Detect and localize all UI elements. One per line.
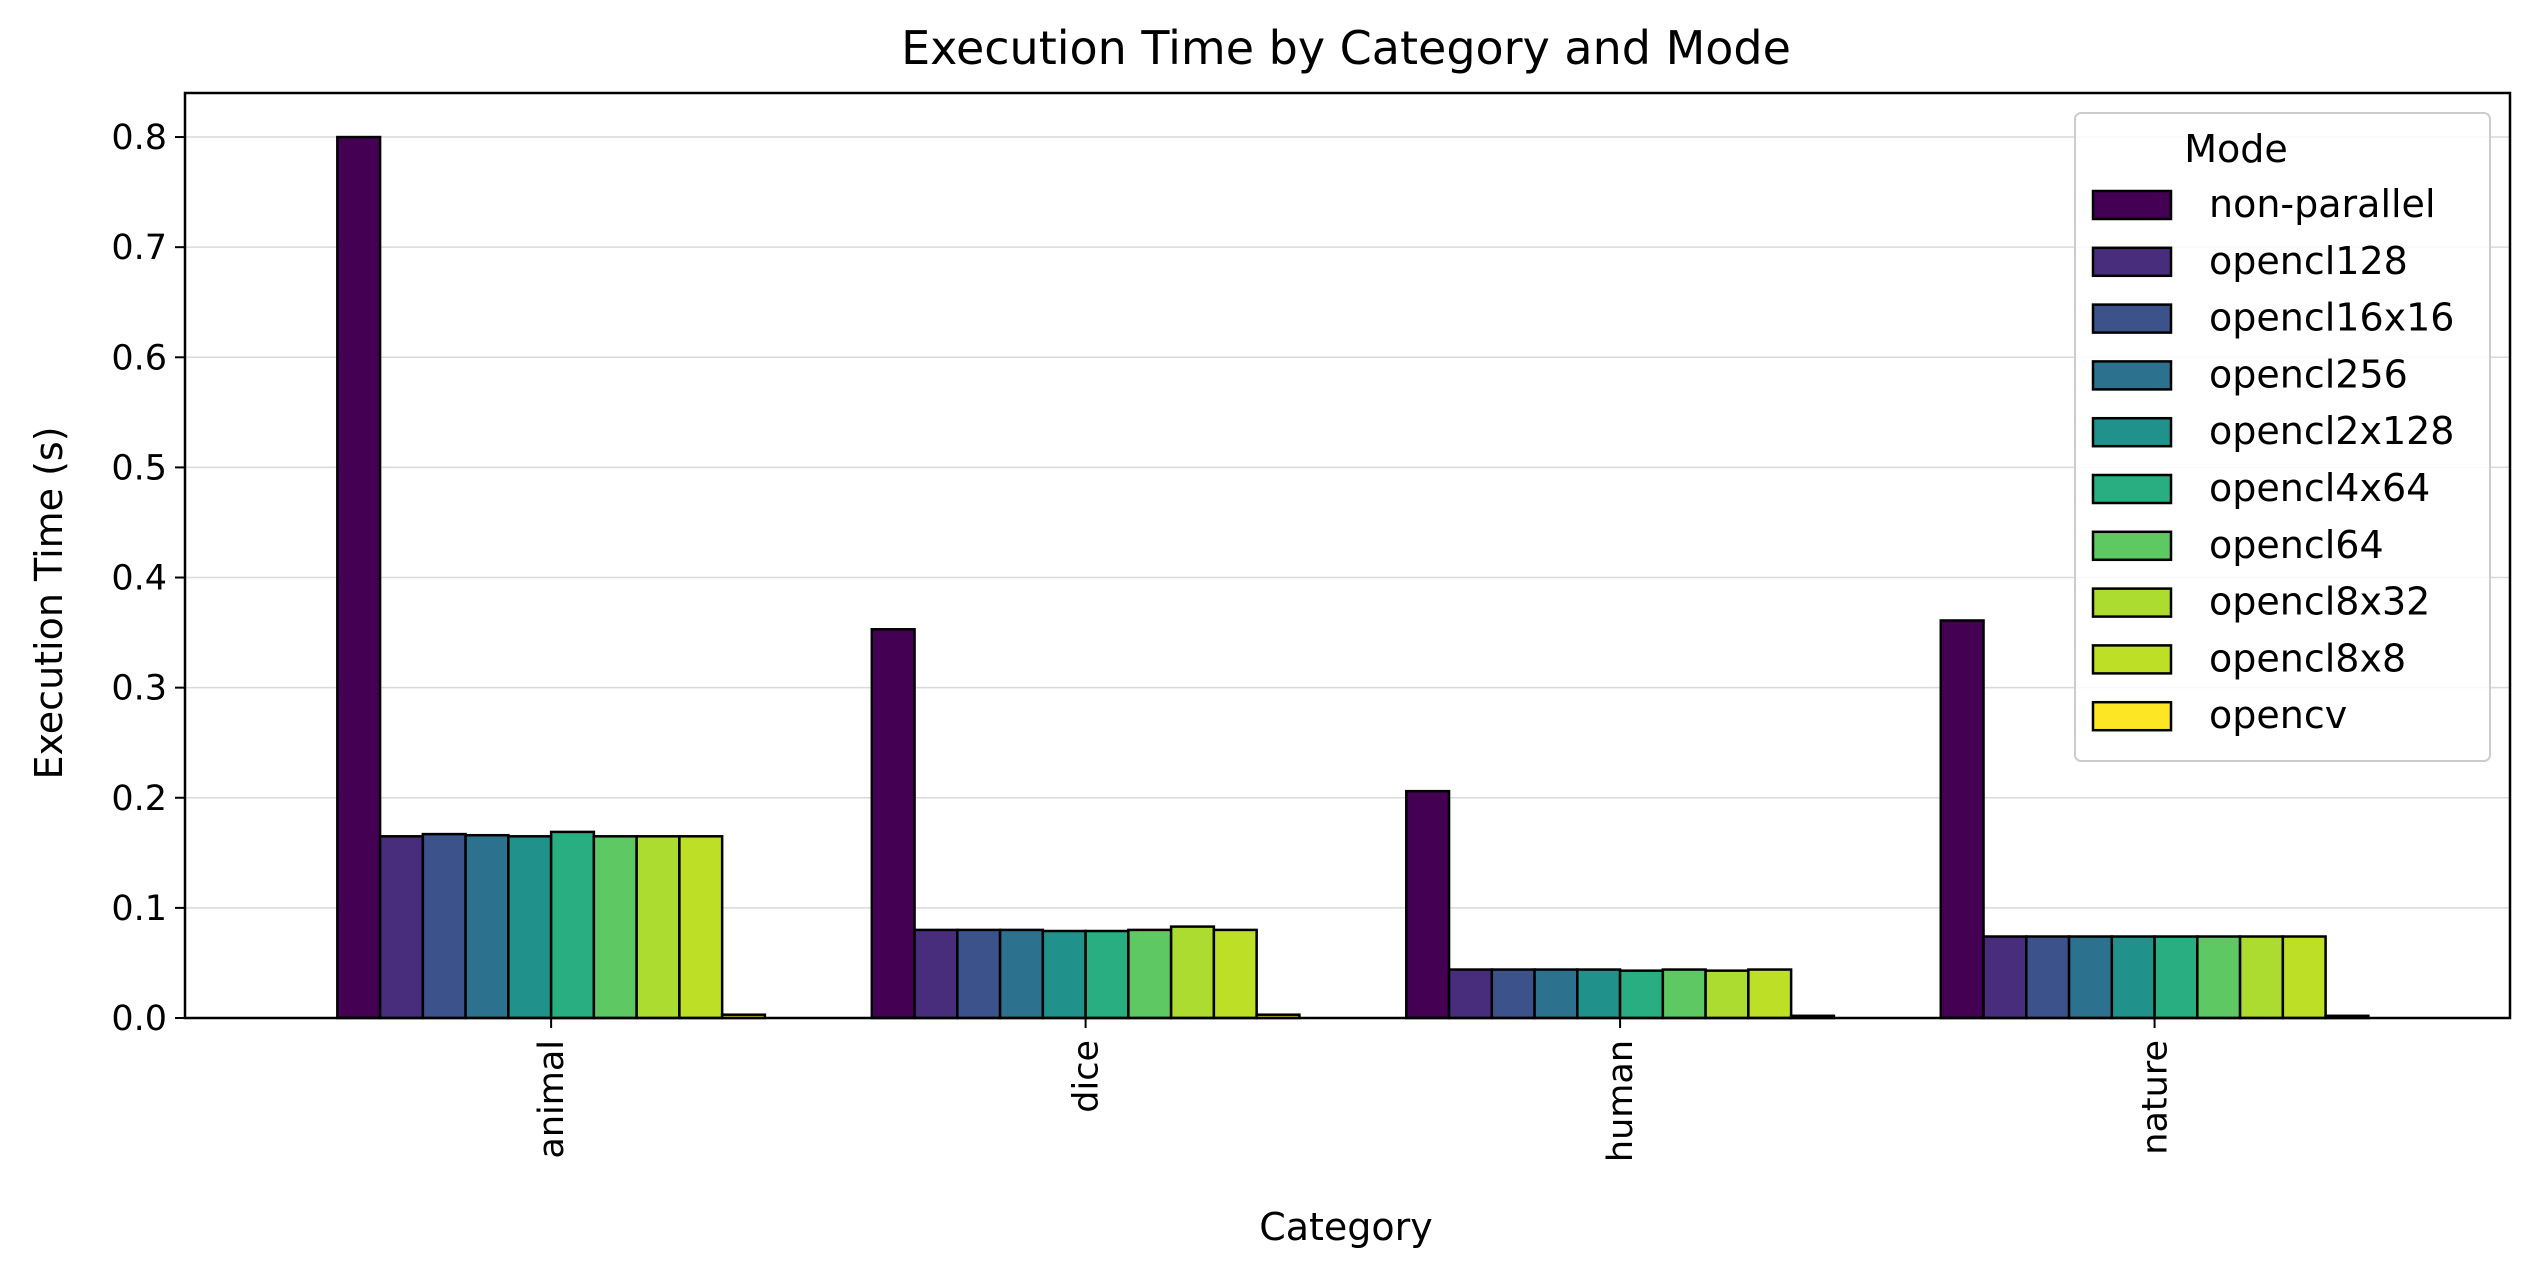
legend-label: opencl256	[2209, 352, 2408, 396]
chart-title: Execution Time by Category and Mode	[901, 21, 1791, 75]
bar	[336, 135, 382, 1020]
legend-label: opencl8x32	[2209, 580, 2430, 624]
y-tick-label: 0.5	[111, 448, 167, 488]
y-tick-label: 0.7	[111, 228, 167, 268]
bar	[1405, 789, 1451, 1020]
bar	[956, 928, 1002, 1020]
legend-swatch	[2091, 246, 2173, 278]
legend-label: opencl8x8	[2209, 636, 2406, 680]
bar	[2196, 935, 2242, 1020]
bar	[464, 833, 510, 1020]
x-tick-label: dice	[1067, 1040, 1107, 1113]
plot-frame	[183, 91, 2512, 1020]
bar	[2025, 935, 2071, 1020]
bar	[378, 835, 425, 1020]
bar	[1533, 968, 1579, 1020]
bar	[1982, 935, 2028, 1020]
legend-label: non-parallel	[2209, 182, 2436, 226]
bars	[336, 135, 2370, 1020]
bar	[635, 835, 681, 1020]
bar	[1084, 929, 1130, 1020]
bar	[1939, 619, 1985, 1020]
bar	[2281, 935, 2327, 1020]
bar	[2153, 935, 2199, 1020]
bar	[913, 928, 959, 1020]
legend-label: opencl4x64	[2209, 466, 2430, 510]
bar	[1747, 968, 1793, 1020]
y-axis-title: Execution Time (s)	[27, 426, 71, 779]
legend-swatch	[2091, 360, 2173, 391]
legend-title: Mode	[2184, 127, 2288, 171]
y-tick-label: 0.0	[111, 999, 167, 1039]
bar	[592, 835, 638, 1020]
bar	[1169, 925, 1216, 1020]
y-tick-label: 0.2	[111, 779, 167, 819]
bar	[2238, 935, 2285, 1020]
axes: 0.0 0.1 0.2 0.3 0.4 0.5 0.6 0.7 0.8 animal dice hum…	[111, 91, 2512, 1162]
legend-label: opencl128	[2209, 239, 2408, 283]
x-tick-label: human	[1601, 1040, 1641, 1162]
legend-swatch	[2091, 473, 2173, 505]
x-axis-title: Category	[1259, 1205, 1433, 1249]
bar	[549, 830, 596, 1020]
gridlines	[185, 136, 2510, 909]
legend-swatch	[2091, 303, 2173, 334]
y-tick-label: 0.4	[111, 559, 167, 599]
bar	[1490, 968, 1536, 1020]
bar	[678, 835, 724, 1020]
bar	[1127, 928, 1173, 1020]
bar	[1041, 929, 1087, 1020]
y-tick-label: 0.8	[111, 118, 167, 158]
bar	[2067, 935, 2114, 1020]
legend-swatch	[2091, 416, 2173, 448]
bar	[1661, 968, 1707, 1020]
legend-label: opencv	[2209, 693, 2347, 737]
bar	[1618, 969, 1665, 1020]
bar	[1704, 969, 1750, 1020]
legend-swatch	[2091, 189, 2173, 221]
legend-label: opencl16x16	[2209, 296, 2454, 340]
y-tick-label: 0.3	[111, 669, 167, 709]
bar	[1447, 968, 1494, 1020]
bar	[2110, 935, 2156, 1020]
legend-swatch	[2091, 530, 2173, 562]
bar	[1576, 968, 1622, 1020]
legend-label: opencl2x128	[2209, 409, 2454, 453]
legend: Mode non-parallel opencl128 opencl16x16 open…	[2074, 112, 2491, 762]
bar	[507, 835, 553, 1020]
legend-box	[2074, 112, 2491, 762]
y-tick-label: 0.1	[111, 889, 167, 929]
y-tick-label: 0.6	[111, 338, 167, 378]
bar	[1212, 928, 1258, 1020]
bar	[421, 832, 467, 1020]
legend-label: opencl64	[2209, 523, 2384, 567]
x-tick-label: animal	[532, 1040, 572, 1159]
legend-swatch	[2091, 587, 2173, 618]
bar	[870, 628, 916, 1020]
legend-swatch	[2091, 644, 2173, 675]
bar	[998, 928, 1045, 1020]
legend-swatch	[2091, 700, 2173, 732]
x-tick-label: nature	[2136, 1040, 2176, 1155]
